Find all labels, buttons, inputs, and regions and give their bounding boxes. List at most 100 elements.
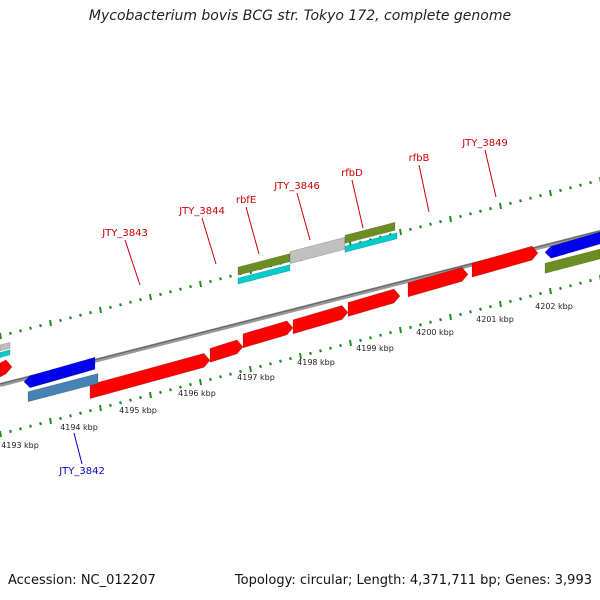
- major-tick: [399, 228, 402, 236]
- label-leader: [296, 192, 311, 241]
- minor-tick: [588, 278, 593, 283]
- kbp-label: 4201 kbp: [476, 315, 514, 324]
- minor-tick: [68, 316, 73, 320]
- label-leader: [484, 149, 497, 198]
- minor-tick: [488, 206, 493, 211]
- minor-tick: [128, 300, 133, 304]
- minor-tick: [228, 274, 233, 278]
- gene-label: rbfE: [236, 195, 256, 206]
- label-leader: [124, 239, 141, 286]
- major-tick: [149, 293, 152, 301]
- label-leader: [351, 179, 364, 229]
- minor-tick: [568, 186, 573, 190]
- minor-tick: [138, 395, 143, 400]
- minor-tick: [288, 356, 293, 361]
- gene-label: rfbB: [409, 153, 430, 164]
- minor-tick: [438, 219, 443, 224]
- major-tick: [499, 202, 502, 210]
- feature-cyan-1: [237, 264, 291, 285]
- minor-tick: [108, 403, 113, 408]
- minor-tick: [108, 305, 113, 310]
- minor-tick: [428, 222, 433, 226]
- gene-labels: JTY_3843 JTY_3844 rbfE JTY_3846 rfbD rfbB JTY_…: [58, 138, 508, 477]
- feature-gray: [289, 236, 346, 264]
- minor-tick: [268, 362, 273, 366]
- kbp-label: 4195 kbp: [119, 406, 157, 415]
- major-tick: [449, 215, 452, 223]
- minor-tick: [258, 364, 263, 369]
- minor-tick: [438, 317, 443, 322]
- label-leader: [73, 432, 83, 465]
- gene-jty3849: [471, 245, 539, 278]
- label-leaders: [73, 149, 497, 465]
- gene-right-blue: [544, 231, 600, 259]
- gene-jty3843: [89, 353, 211, 399]
- minor-tick: [58, 416, 63, 421]
- gene-label: JTY_3844: [178, 206, 225, 217]
- minor-tick: [228, 372, 233, 376]
- kbp-label: 4196 kbp: [178, 389, 216, 398]
- minor-tick: [68, 414, 73, 418]
- minor-tick: [468, 310, 473, 314]
- major-tick: [299, 352, 302, 360]
- gene-rbfe: [242, 320, 294, 349]
- minor-tick: [318, 349, 323, 353]
- kbp-label: 4194 kbp: [60, 423, 98, 432]
- minor-tick: [468, 212, 473, 216]
- gene-label: JTY_3843: [101, 228, 148, 239]
- minor-tick: [338, 343, 343, 348]
- minor-tick: [418, 225, 423, 229]
- minor-tick: [408, 227, 413, 232]
- kbp-label: 4197 kbp: [237, 373, 275, 382]
- gene-jty3842: [23, 356, 96, 389]
- minor-tick: [18, 427, 23, 431]
- minor-tick: [208, 377, 213, 382]
- minor-tick: [578, 281, 583, 285]
- feature-gray-left: [0, 342, 11, 352]
- minor-tick: [418, 323, 423, 327]
- minor-tick: [28, 326, 33, 330]
- label-leader: [201, 217, 217, 265]
- minor-tick: [308, 351, 313, 356]
- minor-tick: [178, 385, 183, 389]
- minor-tick: [538, 291, 543, 296]
- kbp-label: 4198 kbp: [297, 358, 335, 367]
- feature-olive-2: [344, 221, 396, 244]
- minor-tick: [578, 183, 583, 187]
- label-leader: [245, 206, 260, 255]
- major-tick: [99, 404, 102, 412]
- gene-label: JTY_3846: [273, 181, 320, 192]
- minor-tick: [368, 336, 373, 340]
- minor-tick: [128, 398, 133, 402]
- gene-label: JTY_3849: [461, 138, 508, 149]
- feature-steel: [27, 373, 99, 403]
- minor-tick: [188, 284, 193, 289]
- major-tick: [0, 430, 2, 438]
- minor-tick: [168, 290, 173, 294]
- minor-tick: [38, 323, 43, 328]
- inner-tick-track: [0, 275, 600, 438]
- minor-tick: [568, 284, 573, 288]
- accession-text: Accession: NC_012207: [8, 573, 156, 588]
- minor-tick: [558, 188, 563, 193]
- major-tick: [49, 417, 52, 425]
- minor-tick: [208, 279, 213, 284]
- minor-tick: [88, 310, 93, 315]
- minor-tick: [528, 294, 533, 298]
- major-tick: [99, 306, 102, 314]
- minor-tick: [508, 201, 513, 206]
- major-tick: [249, 365, 252, 373]
- label-leader: [418, 164, 430, 213]
- kbp-label: 4200 kbp: [416, 328, 454, 337]
- minor-tick: [168, 388, 173, 392]
- minor-tick: [218, 277, 223, 281]
- kbp-label: 4199 kbp: [356, 344, 394, 353]
- minor-tick: [478, 307, 483, 311]
- minor-tick: [178, 287, 183, 291]
- minor-tick: [408, 325, 413, 330]
- topology-summary: Topology: circular; Length: 4,371,711 bp…: [234, 573, 592, 588]
- gene-jty3844: [209, 339, 244, 363]
- gene-left-edge: [0, 359, 13, 378]
- feature-cyan-left: [0, 349, 11, 358]
